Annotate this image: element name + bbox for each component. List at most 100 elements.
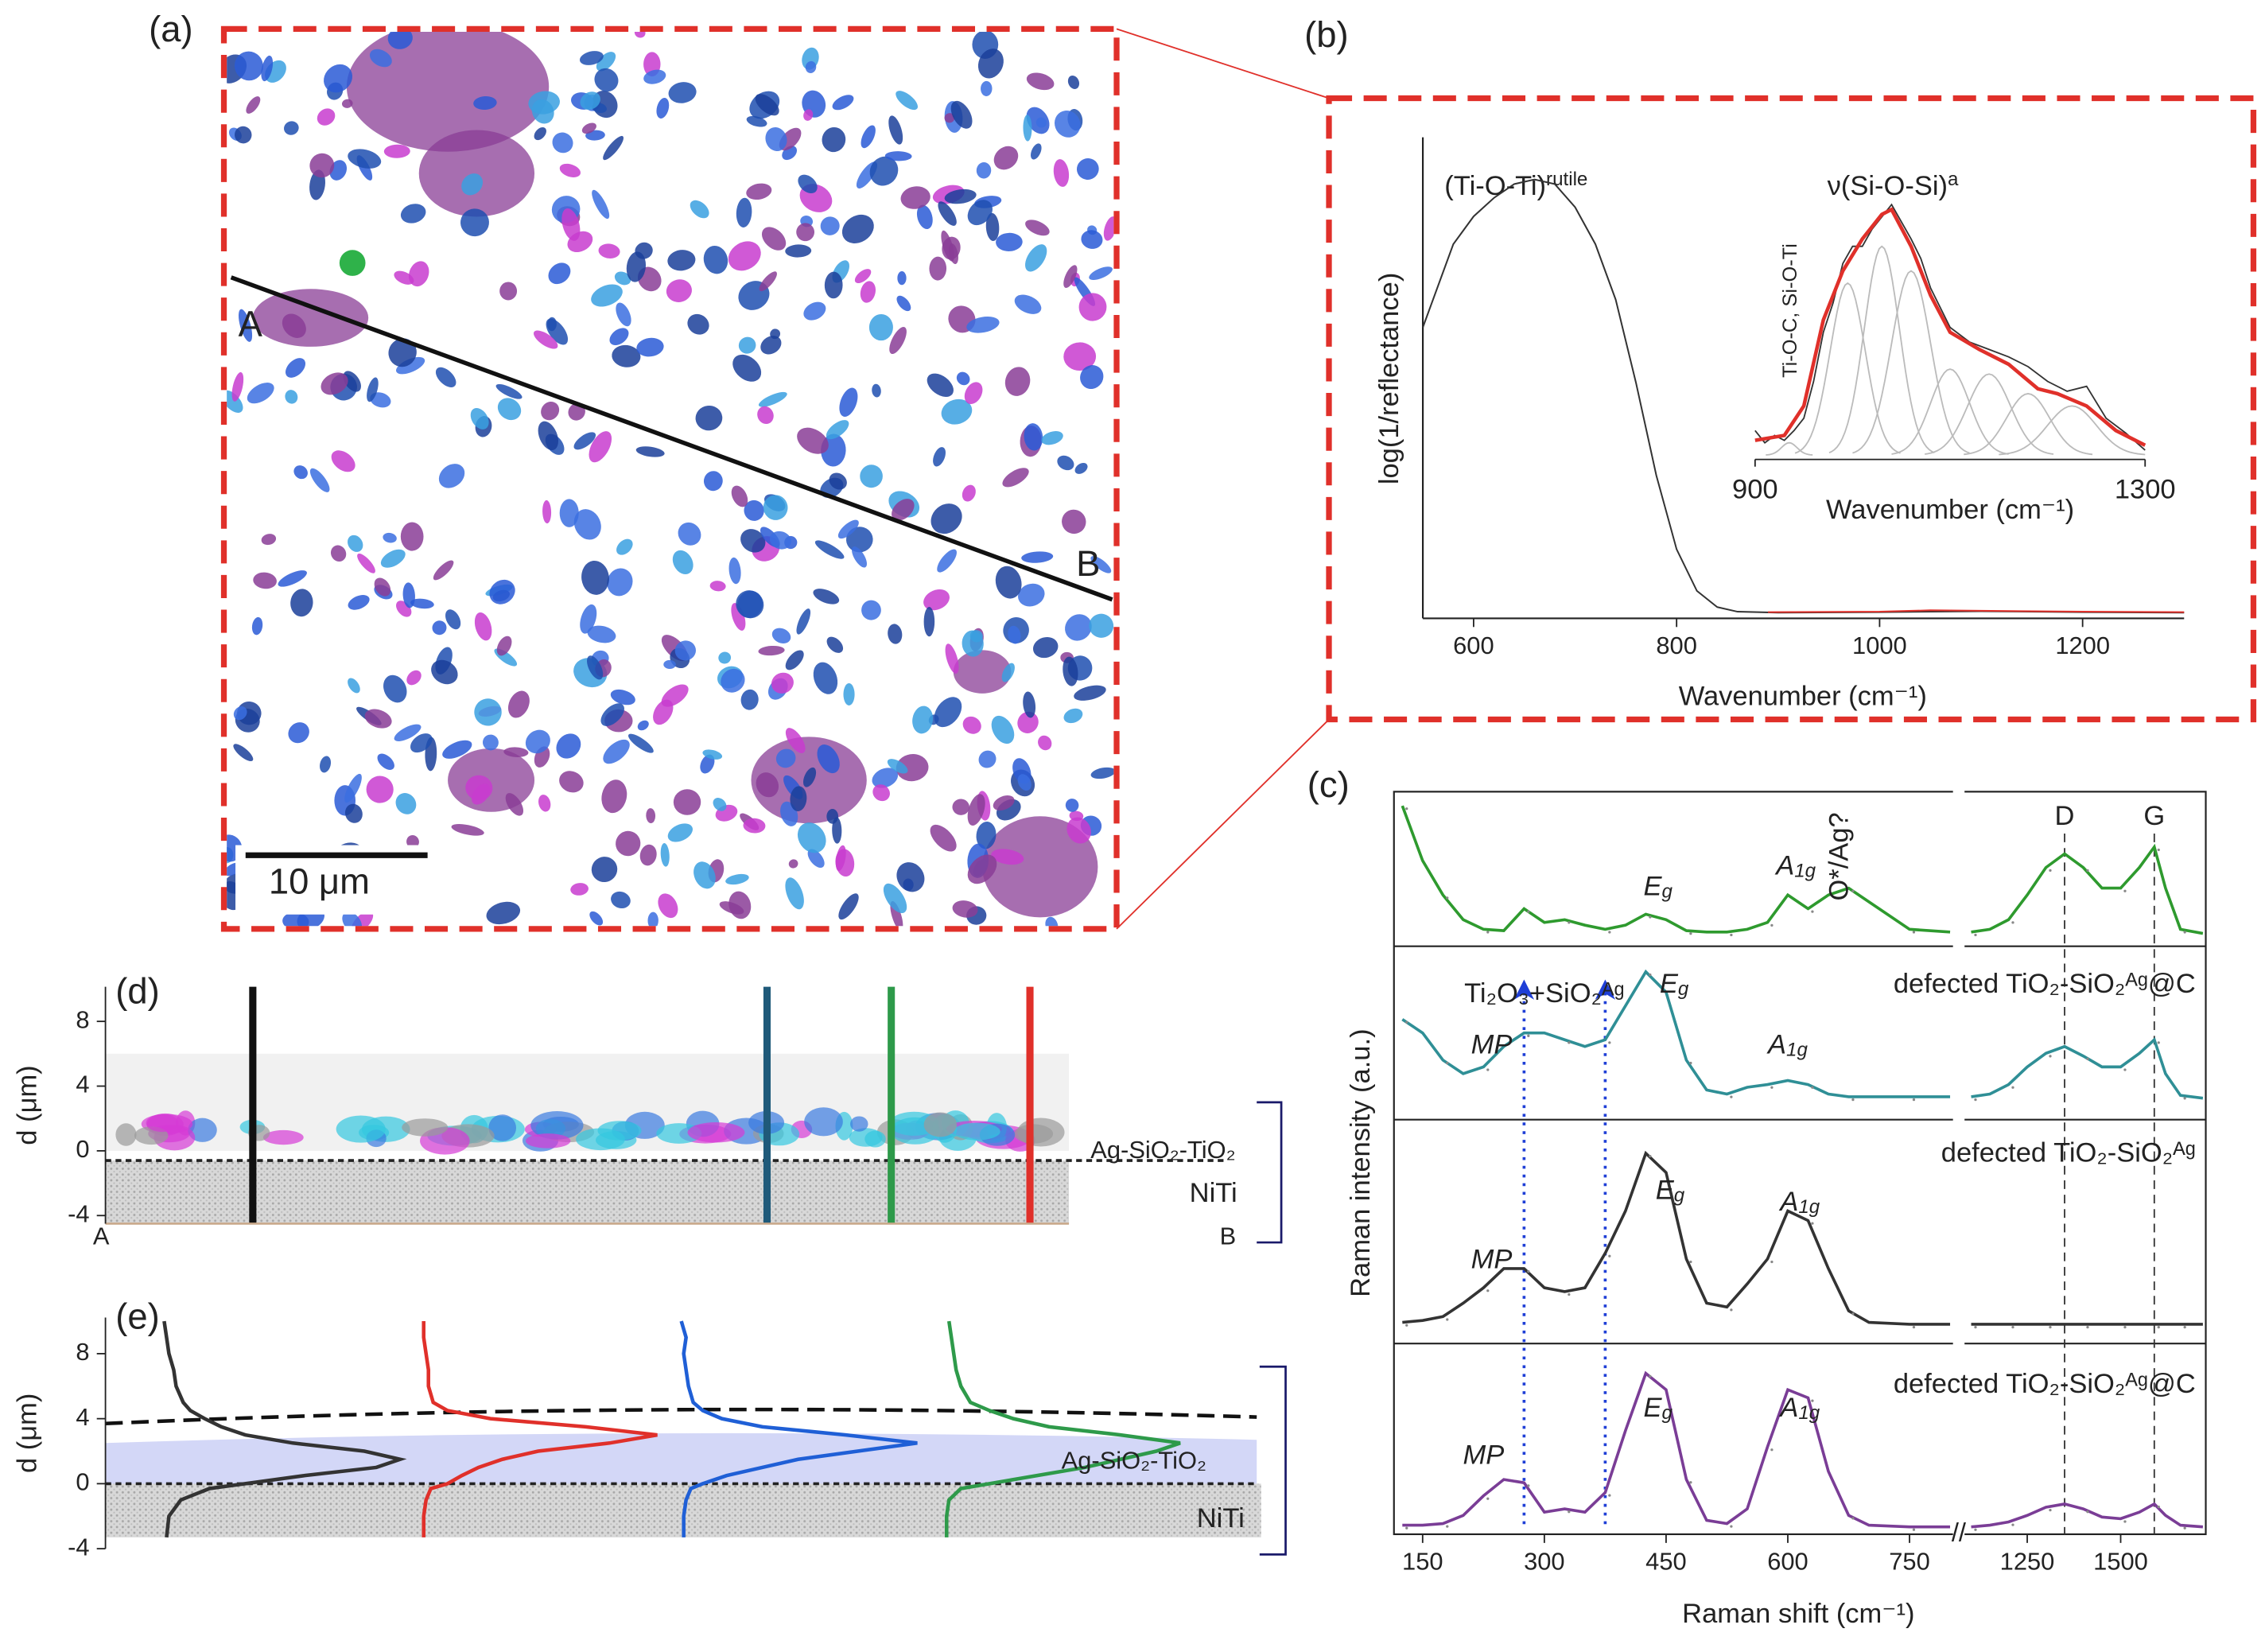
blob [542,499,552,524]
blob [431,659,458,685]
blob [410,598,434,609]
blob [952,799,969,815]
blob [330,545,347,562]
blob [953,1122,1000,1141]
blob [442,740,472,759]
blob [941,398,973,425]
text-part: A [1774,851,1794,881]
panel-label: (b) [1304,14,1348,55]
blob [738,336,756,354]
blob [607,568,633,597]
blob [635,242,653,259]
blob [977,49,1004,79]
blob [1076,157,1099,180]
data-point [2086,1057,2089,1060]
peak-label: Eg [1660,969,1689,1000]
data-point [2011,1086,2014,1089]
blob [482,734,499,751]
blob [601,779,627,814]
blob [589,431,612,463]
data-point [2086,869,2089,872]
blob [251,616,263,636]
blob [418,130,535,217]
blob [383,532,397,543]
data-point [1811,910,1814,913]
x-axis-label: Wavenumber (cm⁻¹) [1826,495,2074,525]
blob [785,650,804,671]
data-point [1912,1098,1916,1102]
data-point [2183,1526,2186,1530]
blob [760,336,782,355]
blob [667,250,696,271]
blob [626,251,647,282]
blob [499,282,518,301]
text-part: g [1662,1402,1673,1424]
blob [805,60,817,73]
blob [1063,656,1078,686]
blob [771,672,794,694]
blob [573,509,601,540]
blob [320,756,332,773]
blob [636,337,664,357]
blob [796,223,815,242]
blob [146,1114,179,1133]
blob [505,793,524,816]
blob [841,214,874,243]
fit-component [1925,373,2054,455]
data-point [2049,869,2052,872]
image-panel: A B 10 μm (a) [149,9,1330,932]
blob [860,281,876,303]
blob [603,739,630,764]
blob [785,728,806,753]
layer-label: NiTi [1190,1178,1237,1208]
blob [802,767,817,787]
blob [695,405,723,431]
y-axis-label: d (μm) [12,1065,42,1145]
blob [653,699,674,725]
blob [967,854,997,884]
data-point [1851,1312,1855,1316]
blob [348,149,382,169]
blob [115,1123,137,1146]
data-point [1770,1448,1774,1452]
blob [646,808,656,823]
blob [616,538,633,555]
blob [448,748,535,812]
substrate [105,1160,1070,1224]
blob [1001,663,1015,682]
blob [1026,72,1055,91]
blob [896,295,911,312]
data-point [1689,932,1692,935]
spectrum-line [1422,178,2185,614]
blob [507,690,530,718]
blob [396,356,425,375]
connector [1116,28,1330,99]
data-point [1608,1494,1611,1497]
blob [1063,265,1078,288]
blob [796,608,811,635]
blob [746,183,772,200]
blob [798,174,818,194]
blob [497,398,522,421]
blob [758,645,785,656]
x-tick-label: 1300 [2115,475,2176,505]
blob [432,620,447,636]
text-part: a [1948,169,1959,190]
blob [1004,367,1031,396]
blob [290,589,313,617]
data-point [1730,1095,1733,1098]
blob [804,1107,843,1137]
y-tick-label: 8 [76,1005,89,1033]
data-point [1811,1222,1814,1225]
blob [1074,685,1106,701]
blob [1089,613,1114,638]
blob [995,566,1022,599]
panel-label: (a) [149,9,192,49]
data-point [1568,921,1571,924]
blob [824,271,843,299]
blob [548,262,571,285]
x-tick-label: 750 [1889,1547,1930,1575]
blob [282,313,306,338]
data-point [1689,1481,1692,1484]
data-point [1811,1086,1814,1089]
